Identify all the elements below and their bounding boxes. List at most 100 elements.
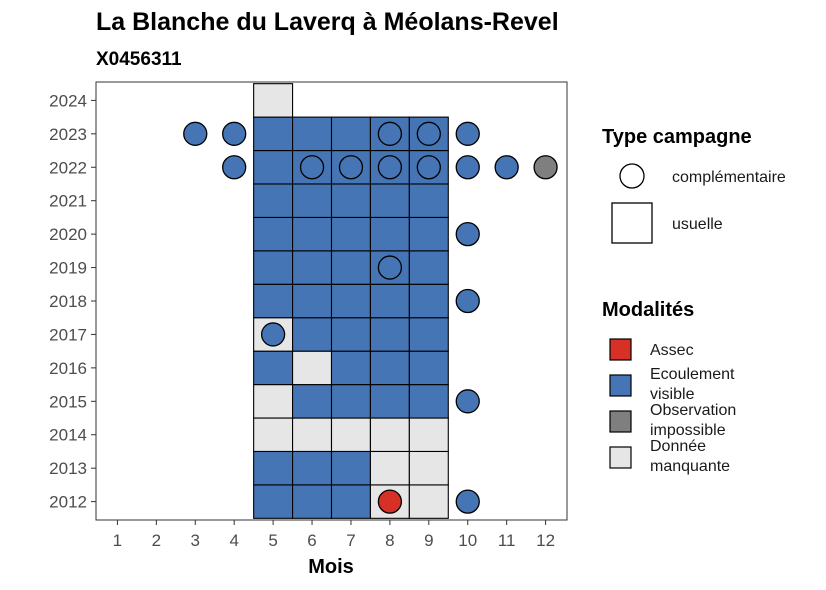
tile-2014-9 bbox=[408, 417, 449, 453]
tile-2013-8 bbox=[369, 450, 410, 486]
tile-2012-6 bbox=[292, 484, 333, 519]
y-tick-label: 2015 bbox=[49, 392, 87, 411]
legend-label-usuelle: usuelle bbox=[672, 216, 723, 233]
tile-2012-7 bbox=[330, 484, 371, 519]
y-tick-label: 2016 bbox=[49, 359, 87, 378]
legend-shape-title: Type campagne bbox=[602, 126, 752, 148]
tile-2020-9 bbox=[408, 216, 449, 252]
y-tick-label: 2020 bbox=[49, 225, 87, 244]
tile-2017-9 bbox=[408, 317, 449, 352]
tile-2015-5 bbox=[253, 384, 294, 419]
point-2022-6 bbox=[299, 155, 325, 180]
tile-2021-6 bbox=[292, 183, 333, 218]
tile-2016-5 bbox=[253, 350, 294, 386]
x-tick-label: 2 bbox=[152, 531, 161, 550]
y-tick-label: 2012 bbox=[49, 493, 87, 512]
tile-2023-6 bbox=[292, 116, 333, 152]
point-2017-5 bbox=[260, 322, 286, 347]
tile-2021-7 bbox=[330, 183, 371, 218]
point-2022-9 bbox=[416, 155, 441, 180]
x-tick-label: 10 bbox=[458, 531, 477, 550]
point-2020-10 bbox=[455, 221, 480, 247]
legend-fill-key bbox=[609, 410, 632, 433]
tile-2018-8 bbox=[369, 283, 410, 319]
tile-2021-8 bbox=[369, 183, 410, 218]
tile-2018-7 bbox=[330, 283, 371, 319]
y-tick-label: 2019 bbox=[49, 259, 87, 278]
point-2023-8 bbox=[377, 121, 403, 146]
y-tick-label: 2022 bbox=[49, 158, 87, 177]
point-2023-10 bbox=[455, 121, 480, 146]
tile-2013-7 bbox=[330, 450, 371, 486]
tile-2017-6 bbox=[292, 317, 333, 352]
tile-2013-5 bbox=[253, 450, 294, 486]
tile-2019-5 bbox=[253, 250, 294, 285]
y-tick-label: 2021 bbox=[49, 192, 87, 211]
legend-fill-label: visible bbox=[650, 386, 695, 403]
point-2022-7 bbox=[338, 155, 364, 180]
point-2023-3 bbox=[183, 121, 208, 146]
legend-fill-label: Observation bbox=[650, 402, 736, 419]
point-2022-11 bbox=[494, 155, 519, 180]
point-2022-8 bbox=[377, 155, 403, 180]
y-tick-label: 2014 bbox=[49, 426, 87, 445]
legend-label-complementaire: complémentaire bbox=[672, 169, 786, 186]
x-tick-label: 5 bbox=[268, 531, 277, 550]
point-2022-10 bbox=[455, 155, 480, 180]
legend-fill-label: Donnée bbox=[650, 438, 706, 455]
legend-circle-key bbox=[619, 163, 645, 189]
x-axis: 1 2 3 4 5 6 7 8 9 10 11 12 bbox=[113, 520, 555, 550]
usuelle-tiles bbox=[253, 83, 449, 519]
tile-2015-8 bbox=[369, 384, 410, 419]
tile-2020-5 bbox=[253, 216, 294, 252]
tile-2016-6 bbox=[292, 350, 333, 386]
tile-2015-6 bbox=[292, 384, 333, 419]
tile-2014-7 bbox=[330, 417, 371, 453]
tile-2019-9 bbox=[408, 250, 449, 285]
x-tick-label: 11 bbox=[498, 531, 516, 550]
x-tick-label: 7 bbox=[346, 531, 355, 550]
tile-2014-6 bbox=[292, 417, 333, 453]
x-tick-label: 1 bbox=[113, 531, 122, 550]
y-tick-label: 2023 bbox=[49, 125, 87, 144]
x-tick-label: 12 bbox=[536, 531, 555, 550]
x-tick-label: 9 bbox=[424, 531, 433, 550]
tile-2016-9 bbox=[408, 350, 449, 386]
tile-2012-9 bbox=[408, 484, 449, 519]
x-tick-label: 3 bbox=[191, 531, 200, 550]
tile-2017-8 bbox=[369, 317, 410, 352]
tile-2023-5 bbox=[253, 116, 294, 152]
x-axis-title: Mois bbox=[308, 556, 354, 578]
tile-2013-9 bbox=[408, 450, 449, 486]
point-2023-9 bbox=[416, 121, 441, 146]
tile-2017-7 bbox=[330, 317, 371, 352]
x-tick-label: 8 bbox=[385, 531, 394, 550]
tile-2019-7 bbox=[330, 250, 371, 285]
chart-title: La Blanche du Laverq à Méolans-Revel bbox=[96, 8, 559, 36]
legend-fill-key bbox=[609, 446, 632, 469]
tile-2018-5 bbox=[253, 283, 294, 319]
tile-2018-9 bbox=[408, 283, 449, 319]
point-2012-8 bbox=[377, 489, 403, 514]
tile-2022-5 bbox=[253, 149, 294, 185]
legend-fill-title: Modalités bbox=[602, 299, 694, 321]
tile-2021-5 bbox=[253, 183, 294, 218]
tile-2016-7 bbox=[330, 350, 371, 386]
tile-2015-7 bbox=[330, 384, 371, 419]
point-2012-10 bbox=[455, 489, 480, 514]
tile-2012-5 bbox=[253, 484, 294, 519]
legend-fill-label: Assec bbox=[650, 342, 694, 359]
legend-fill-label: impossible bbox=[650, 422, 726, 439]
tile-2014-8 bbox=[369, 417, 410, 453]
legend-square-key bbox=[611, 202, 653, 244]
point-2019-8 bbox=[377, 255, 403, 280]
tile-2014-5 bbox=[253, 417, 294, 453]
tile-2015-9 bbox=[408, 384, 449, 419]
x-tick-label: 4 bbox=[229, 531, 238, 550]
tile-2013-6 bbox=[292, 450, 333, 486]
chart-subtitle: X0456311 bbox=[96, 49, 182, 70]
tile-2018-6 bbox=[292, 283, 333, 319]
y-axis: 2012 2013 2014 2015 2016 2017 2018 2019 2020 2021… bbox=[49, 91, 96, 512]
tile-2020-7 bbox=[330, 216, 371, 252]
